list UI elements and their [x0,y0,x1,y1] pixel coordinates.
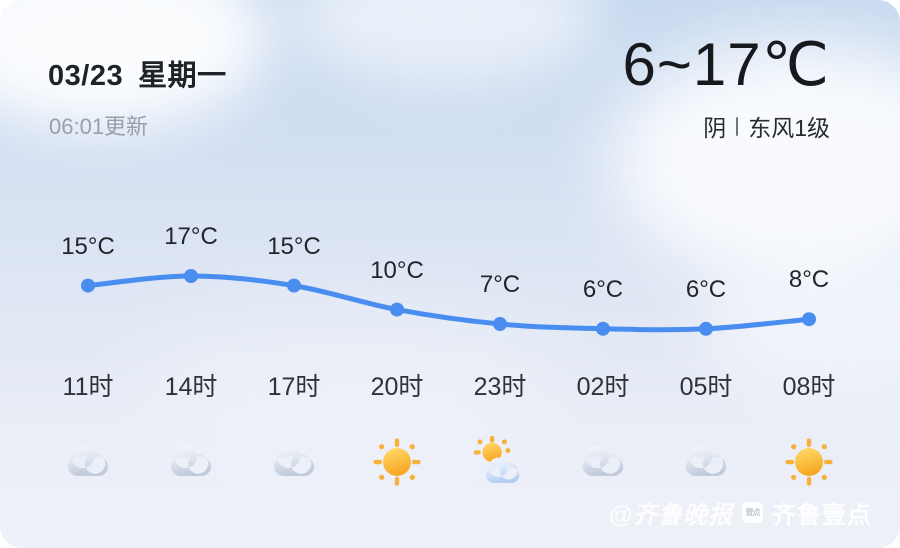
sun-icon [369,434,425,490]
time-axis-label: 02时 [576,373,630,401]
current-conditions: 6~17℃ 阴 东风1级 [622,34,830,143]
time-axis-label: 05时 [679,373,733,401]
data-point [493,317,507,331]
sun-icon [781,434,837,490]
cloud-icon [163,434,219,490]
temp-point-label: 15°C [267,232,321,260]
date-label: 03/23 [48,60,124,92]
watermark: @齐鲁晚报 壹点 齐鲁壹点 [609,495,872,530]
time-axis-label: 23时 [473,373,527,401]
partly-cloudy-icon [472,434,528,490]
time-axis-label: 11时 [62,373,114,401]
wind-label: 东风1级 [748,115,830,141]
press-logo-text: @齐鲁晚报 [608,502,733,529]
data-point [81,278,95,293]
data-point [699,321,713,336]
data-point [184,269,198,283]
cloud-icon [60,434,116,490]
divider [736,116,739,136]
temp-point-label: 8°C [788,266,830,294]
data-point [596,321,610,336]
date-header: 03/23 星期一 [48,52,227,94]
cloud-icon [575,434,631,490]
temp-point-label: 7°C [479,271,521,298]
temperature-line [85,273,812,333]
temp-point-label: 6°C [582,275,624,303]
temp-point-label: 6°C [685,275,727,303]
time-axis-label: 20时 [370,373,424,401]
data-point [802,312,816,327]
temp-point-label: 17°C [164,223,218,250]
temp-point-label: 10°C [370,256,424,284]
app-name-label: 齐鲁壹点 [772,502,872,529]
cloud-icon [678,434,734,490]
weekday-label: 星期一 [138,60,227,92]
data-point [287,278,301,293]
time-axis-label: 14时 [164,373,218,401]
data-point [390,302,404,317]
yidian-badge-icon: 壹点 [742,502,763,523]
time-axis-label: 17时 [267,373,321,401]
update-time-label: 06:01更新 [49,114,149,139]
cloud-icon [266,434,322,490]
temp-range-label: 6~17℃ [622,31,830,98]
cloud-decoration [610,40,900,280]
condition-label: 阴 [703,115,727,141]
condition-row: 阴 东风1级 [622,109,830,143]
time-axis-label: 08时 [782,373,836,401]
temp-point-label: 15°C [61,232,115,260]
